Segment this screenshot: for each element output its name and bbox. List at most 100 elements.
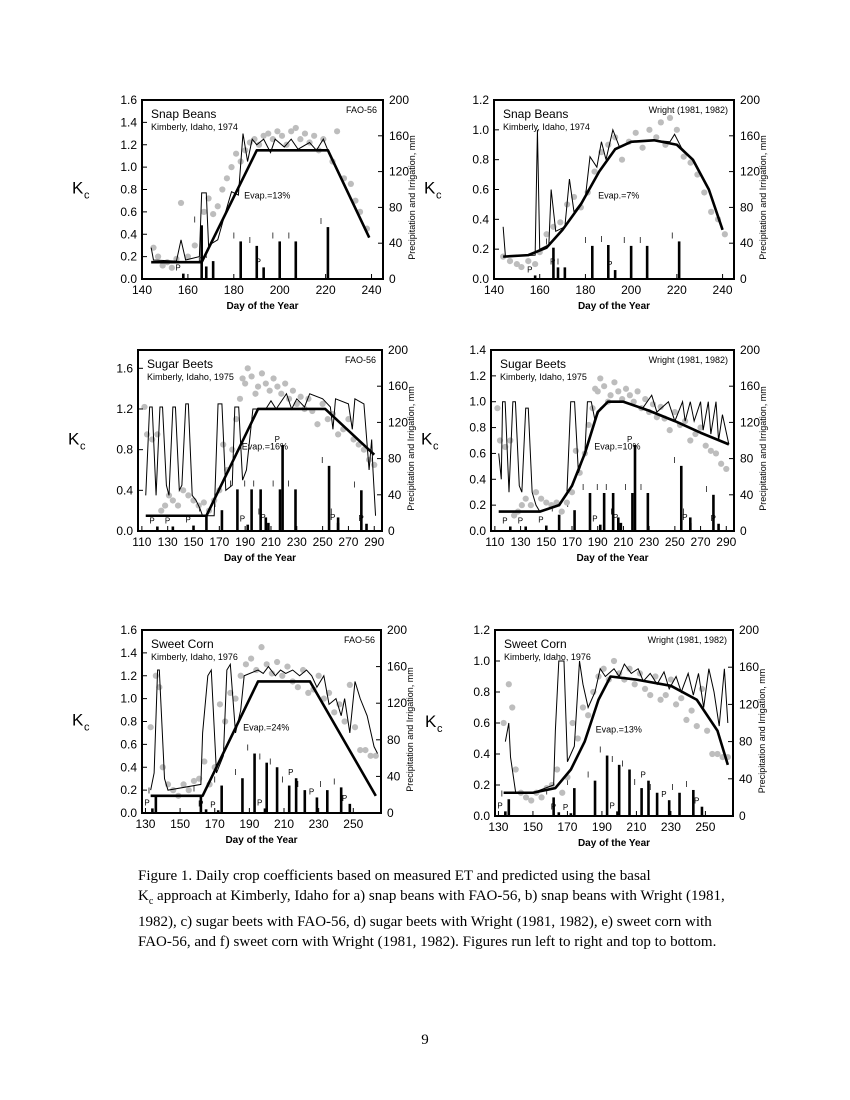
measured-point bbox=[278, 390, 285, 397]
y2-axis-title: Precipitation and Irrigation, mm bbox=[757, 669, 767, 794]
panel-subtitle: Kimberly, Idaho, 1976 bbox=[151, 652, 238, 662]
y2-tick-label: 40 bbox=[389, 236, 403, 250]
measured-point bbox=[601, 383, 608, 390]
y-tick-label: 1.0 bbox=[473, 654, 490, 668]
measured-point bbox=[698, 685, 706, 693]
measured-point bbox=[220, 441, 227, 448]
measured-point bbox=[709, 750, 716, 758]
bar-label: P bbox=[275, 435, 280, 444]
y-tick-label: 1.2 bbox=[116, 402, 133, 416]
measured-point bbox=[320, 695, 327, 702]
measured-point bbox=[594, 388, 601, 395]
measured-point bbox=[666, 427, 673, 434]
bar-label: I bbox=[249, 236, 251, 245]
y-tick-label: 0.0 bbox=[473, 809, 490, 823]
y-axis-title: K bbox=[72, 711, 84, 730]
y-tick-label: 0.0 bbox=[120, 806, 137, 820]
measured-point bbox=[553, 766, 561, 773]
measured-point bbox=[632, 129, 639, 136]
measured-point bbox=[244, 365, 251, 372]
measured-point bbox=[347, 180, 354, 188]
measured-point bbox=[511, 512, 518, 519]
measured-point bbox=[680, 153, 687, 160]
bar-label: I bbox=[198, 505, 200, 514]
measured-point bbox=[630, 398, 637, 405]
x-tick-label: 250 bbox=[313, 535, 333, 549]
x-tick-label: 180 bbox=[575, 283, 595, 297]
measured-point bbox=[214, 203, 221, 210]
measured-point bbox=[558, 508, 565, 515]
caption-rest: approach at Kimberly, Idaho for a) snap … bbox=[138, 888, 725, 950]
measured-point bbox=[260, 132, 267, 139]
measured-point bbox=[346, 681, 353, 689]
y2-tick-label: 120 bbox=[740, 415, 760, 429]
y-tick-label: 0.6 bbox=[120, 737, 137, 751]
bar-label: P bbox=[551, 802, 556, 811]
y2-tick-label: 120 bbox=[740, 165, 760, 179]
measured-point bbox=[618, 156, 626, 163]
y2-tick-label: 80 bbox=[739, 735, 753, 749]
measured-point bbox=[274, 128, 281, 135]
bar-label: P bbox=[592, 515, 597, 524]
bar-label: I bbox=[566, 778, 568, 787]
measured-point bbox=[557, 219, 564, 226]
y-tick-label: 0.6 bbox=[473, 716, 490, 730]
measured-point bbox=[507, 437, 514, 444]
plot-frame bbox=[137, 349, 383, 532]
measured-point bbox=[314, 421, 321, 428]
measured-point bbox=[292, 124, 299, 132]
method-label: FAO-56 bbox=[344, 635, 375, 645]
measured-point bbox=[258, 370, 266, 377]
measured-point bbox=[646, 126, 653, 133]
x-tick-label: 140 bbox=[132, 283, 152, 297]
bar-label: I bbox=[214, 776, 216, 785]
bar-label: I bbox=[244, 479, 246, 488]
y-tick-label: 1.2 bbox=[120, 669, 137, 683]
y2-tick-label: 120 bbox=[387, 696, 407, 710]
y2-axis-title: Precipitation and Irrigation, mm bbox=[407, 135, 417, 260]
measured-point bbox=[278, 132, 286, 139]
bar-label: P bbox=[502, 516, 507, 525]
bar-label: I bbox=[330, 507, 332, 516]
y-tick-label: 1.6 bbox=[120, 623, 137, 637]
measured-point bbox=[574, 735, 581, 742]
measured-point bbox=[687, 159, 694, 166]
bar-label: P bbox=[538, 516, 543, 525]
y-axis-title: K bbox=[425, 712, 437, 731]
basal-kc-line bbox=[145, 407, 376, 518]
bar-label: I bbox=[501, 789, 503, 798]
measured-point bbox=[254, 383, 262, 390]
x-axis-title: Day of the Year bbox=[578, 301, 650, 312]
measured-point bbox=[372, 752, 379, 759]
measured-point bbox=[712, 450, 720, 457]
measured-point bbox=[255, 141, 263, 148]
x-tick-label: 230 bbox=[661, 820, 681, 834]
basal-kc-line bbox=[150, 680, 377, 798]
y-tick-label: 0.4 bbox=[472, 212, 489, 226]
basal-kc-line bbox=[503, 675, 730, 795]
measured-point bbox=[294, 684, 301, 691]
panel-title: Snap Beans bbox=[151, 107, 216, 121]
y-axis-title: K bbox=[72, 179, 84, 198]
measured-point bbox=[687, 437, 694, 444]
measured-point bbox=[591, 168, 598, 175]
x-tick-label: 220 bbox=[316, 283, 336, 297]
y-tick-label: 0.4 bbox=[473, 747, 490, 761]
predicted-kc-line bbox=[150, 662, 378, 791]
caption-line1: Figure 1. Daily crop coefficients based … bbox=[138, 868, 651, 884]
measured-point bbox=[236, 395, 244, 402]
caption-kc: K bbox=[138, 888, 149, 904]
y-tick-label: 0.8 bbox=[120, 715, 137, 729]
panel-title: Sugar Beets bbox=[147, 357, 213, 371]
measured-point bbox=[335, 431, 342, 438]
y-tick-label: 1.4 bbox=[469, 343, 486, 357]
measured-point bbox=[532, 489, 540, 496]
y2-tick-label: 80 bbox=[388, 452, 402, 466]
measured-point bbox=[154, 431, 161, 438]
measured-point bbox=[512, 766, 519, 773]
measured-point bbox=[634, 388, 641, 395]
measured-point bbox=[585, 712, 592, 719]
bar-label: I bbox=[272, 479, 274, 488]
measured-point bbox=[585, 421, 592, 429]
measured-point bbox=[518, 502, 525, 509]
